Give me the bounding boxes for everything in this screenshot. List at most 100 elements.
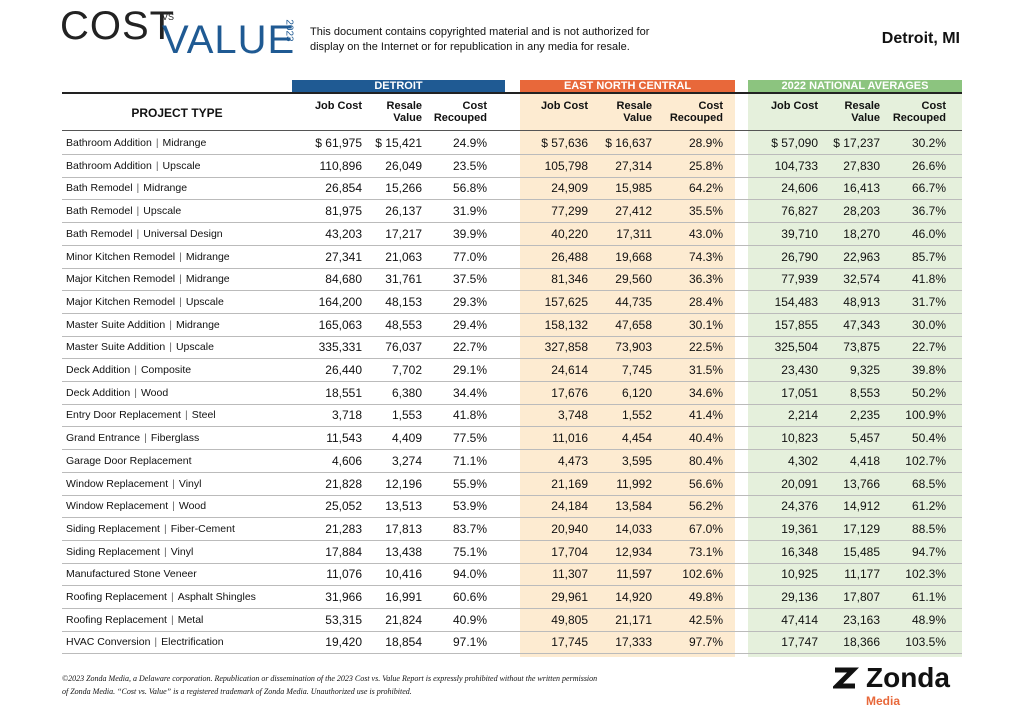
separator: | — [136, 205, 140, 218]
value-cell: 80.4% — [688, 453, 723, 468]
project-detail: Universal Design — [143, 227, 223, 240]
value-cell: 23,163 — [843, 612, 880, 627]
project-name: Roofing Replacement — [66, 591, 167, 603]
value-cell: 21,824 — [385, 612, 422, 627]
value-cell: 15,485 — [843, 544, 880, 559]
value-cell: 9,325 — [849, 363, 880, 377]
value-cell: 76,037 — [385, 340, 422, 355]
column-header: Cost Recouped — [433, 100, 487, 124]
project-name: Bath Remodel — [66, 182, 133, 195]
value-cell: 157,625 — [544, 294, 588, 309]
value-cell: 103.5% — [905, 635, 946, 650]
project-detail: Midrange — [175, 318, 220, 331]
value-cell: 31,966 — [325, 590, 362, 604]
column-header: Resale Value — [386, 100, 422, 124]
table-row: Bath Remodel | Universal Design 43,203 17,21… — [62, 223, 962, 246]
value-cell: 84,680 — [325, 272, 362, 287]
separator: | — [169, 318, 172, 331]
value-cell: 17,217 — [385, 226, 422, 241]
value-cell: 158,132 — [544, 317, 588, 332]
project-name: Major Kitchen Remodel — [66, 273, 176, 286]
value-cell: 39.9% — [452, 226, 487, 241]
separator: | — [136, 227, 140, 240]
table-row: Garage Door Replacement 4,606 3,274 71.1% 4,… — [62, 450, 962, 473]
value-cell: 43,203 — [325, 226, 362, 241]
value-cell: 11,177 — [844, 567, 880, 582]
project-detail: Midrange — [143, 182, 188, 195]
value-cell: 21,283 — [325, 521, 362, 536]
value-cell: 34.4% — [452, 385, 487, 400]
value-cell: 4,606 — [331, 453, 362, 468]
project-cell: Major Kitchen Remodel | Midrange — [66, 273, 230, 285]
location: Detroit, MI — [881, 30, 960, 47]
value-cell: 26,854 — [325, 181, 362, 196]
table-row: Master Suite Addition | Upscale 335,331 76,0… — [62, 336, 962, 360]
table-row: Roofing Replacement | Asphalt Shingles 31,9… — [62, 586, 962, 609]
value-cell: 53.9% — [452, 499, 487, 514]
project-detail: Asphalt Shingles — [177, 591, 256, 603]
value-cell: 3,748 — [557, 408, 588, 423]
project-cell: Window Replacement | Wood — [66, 500, 206, 512]
column-header: Cost Recouped — [669, 100, 723, 124]
value-cell: 81,975 — [325, 204, 362, 219]
table-row: Entry Door Replacement | Steel 3,718 1,553 41… — [62, 404, 962, 428]
value-cell: 56.2% — [688, 499, 723, 514]
value-cell: 4,473 — [557, 453, 588, 468]
value-cell: 29,961 — [551, 590, 588, 604]
table-row: HVAC Conversion | Electrification 19,420 18,… — [62, 631, 962, 655]
value-cell: 76,827 — [781, 204, 818, 219]
value-cell: 26,049 — [385, 158, 422, 173]
value-cell: 29.3% — [452, 294, 487, 309]
value-cell: 12,196 — [385, 476, 422, 491]
project-name: Bath Remodel — [66, 205, 133, 218]
separator: | — [163, 545, 167, 558]
value-cell: 16,348 — [781, 544, 818, 559]
project-detail: Metal — [177, 613, 204, 626]
value-cell: 22.7% — [911, 340, 946, 355]
value-cell: 30.1% — [688, 317, 723, 332]
project-name: Grand Entrance — [66, 432, 141, 445]
value-cell: 97.1% — [452, 635, 487, 650]
project-detail: Electrification — [161, 636, 224, 649]
table-row: Siding Replacement | Fiber-Cement 21,283 17,… — [62, 518, 962, 541]
value-cell: 29,136 — [781, 590, 818, 604]
value-cell: 26,790 — [781, 249, 818, 264]
value-cell: 40,220 — [551, 226, 588, 241]
separator: | — [172, 477, 175, 490]
separator: | — [170, 591, 174, 603]
value-cell: 60.6% — [452, 590, 487, 604]
value-cell: 74.3% — [688, 249, 723, 264]
notice: This document contains copyrighted mater… — [310, 26, 650, 53]
value-cell: 29,560 — [615, 272, 652, 287]
value-cell: 21,828 — [325, 476, 362, 491]
separator: | — [154, 636, 158, 649]
value-cell: 48,553 — [385, 317, 422, 332]
value-cell: 13,438 — [385, 544, 422, 559]
project-cell: Minor Kitchen Remodel | Midrange — [66, 251, 230, 263]
project-name: Bathroom Addition — [66, 159, 152, 172]
project-name: Bathroom Addition — [66, 137, 152, 149]
value-cell: 3,718 — [331, 408, 362, 423]
project-name: Master Suite Addition — [66, 341, 166, 354]
value-cell: $ 57,090 — [771, 136, 818, 150]
separator: | — [179, 250, 182, 263]
table-row: Minor Kitchen Remodel | Midrange 27,341 21,0… — [62, 246, 962, 269]
group-header: 2022 NATIONAL AVERAGES — [748, 80, 962, 93]
project-cell: Siding Replacement | Fiber-Cement — [66, 523, 235, 535]
value-cell: 73.1% — [688, 544, 723, 559]
value-cell: 47,343 — [843, 317, 880, 332]
project-cell: Grand Entrance | Fiberglass — [66, 432, 199, 444]
value-cell: 4,409 — [391, 431, 422, 446]
value-cell: 154,483 — [774, 294, 818, 309]
table-row: Deck Addition | Composite 26,440 7,702 29.1% 2… — [62, 359, 962, 382]
project-detail: Fiberglass — [150, 432, 200, 445]
value-cell: 68.5% — [911, 476, 946, 491]
value-cell: 42.5% — [688, 612, 723, 627]
value-cell: 48,913 — [843, 294, 880, 309]
value-cell: 4,302 — [787, 453, 818, 468]
national-bg — [748, 80, 962, 657]
project-cell: Entry Door Replacement | Steel — [66, 409, 216, 421]
separator: | — [179, 295, 182, 308]
value-cell: 77.0% — [452, 249, 487, 264]
